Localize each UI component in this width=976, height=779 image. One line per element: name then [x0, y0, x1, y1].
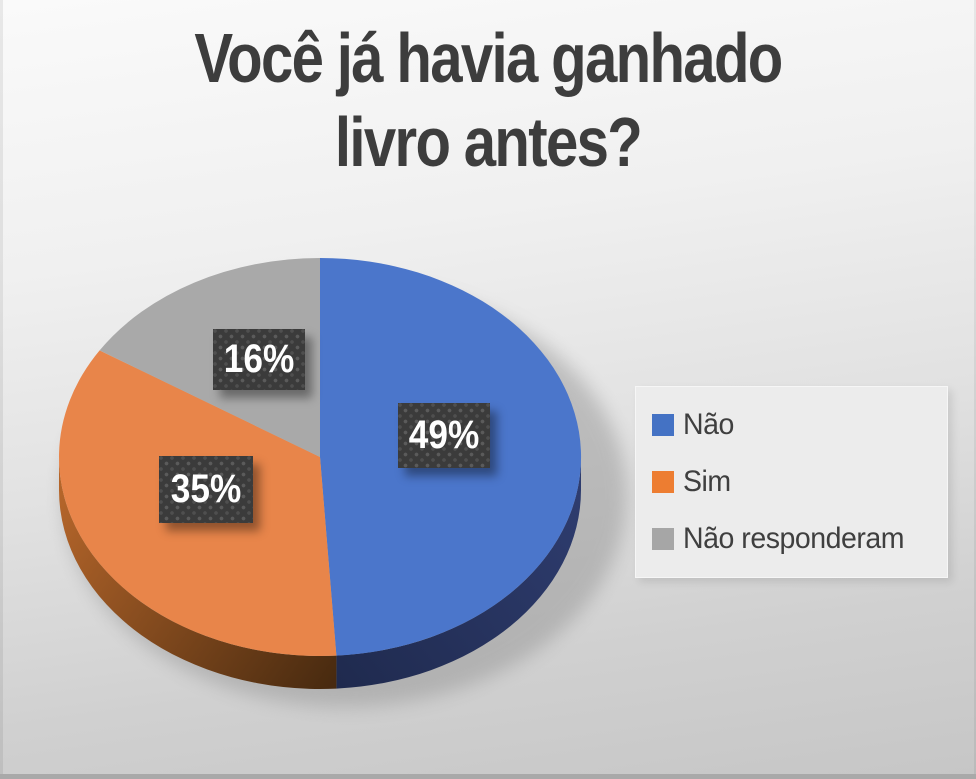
page-bottom-edge: [0, 774, 976, 779]
pie-slice-2[interactable]: [99, 258, 320, 457]
legend-item-nao-responderam[interactable]: Não responderam: [652, 522, 948, 556]
chart-title: Você já havia ganhado livro antes?: [83, 16, 893, 184]
legend-label-nao-responderam: Não responderam: [683, 522, 905, 556]
legend: Não Sim Não responderam: [635, 386, 948, 578]
data-label-nao[interactable]: 49%: [398, 403, 490, 468]
legend-item-sim[interactable]: Sim: [652, 465, 948, 499]
legend-item-nao[interactable]: Não: [652, 408, 948, 442]
legend-swatch-nao: [652, 413, 674, 436]
legend-label-nao: Não: [683, 407, 734, 441]
chart-title-line-1: Você já havia ganhado: [194, 19, 783, 97]
pie-side-1[interactable]: [59, 457, 337, 690]
legend-swatch-nao-responderam: [652, 528, 674, 551]
legend-label-sim: Sim: [683, 464, 731, 498]
pie-side-0[interactable]: [336, 457, 581, 689]
page-right-edge: [974, 0, 976, 779]
chart-title-line-2: livro antes?: [334, 103, 643, 181]
legend-swatch-sim: [652, 470, 674, 493]
page-left-edge: [0, 0, 3, 779]
data-label-sim-text: 35%: [170, 467, 242, 511]
data-label-nao-text: 49%: [408, 413, 480, 457]
data-label-sim[interactable]: 35%: [159, 456, 253, 523]
data-label-nao-responderam[interactable]: 16%: [213, 329, 305, 390]
data-label-nao-responderam-text: 16%: [223, 337, 295, 381]
